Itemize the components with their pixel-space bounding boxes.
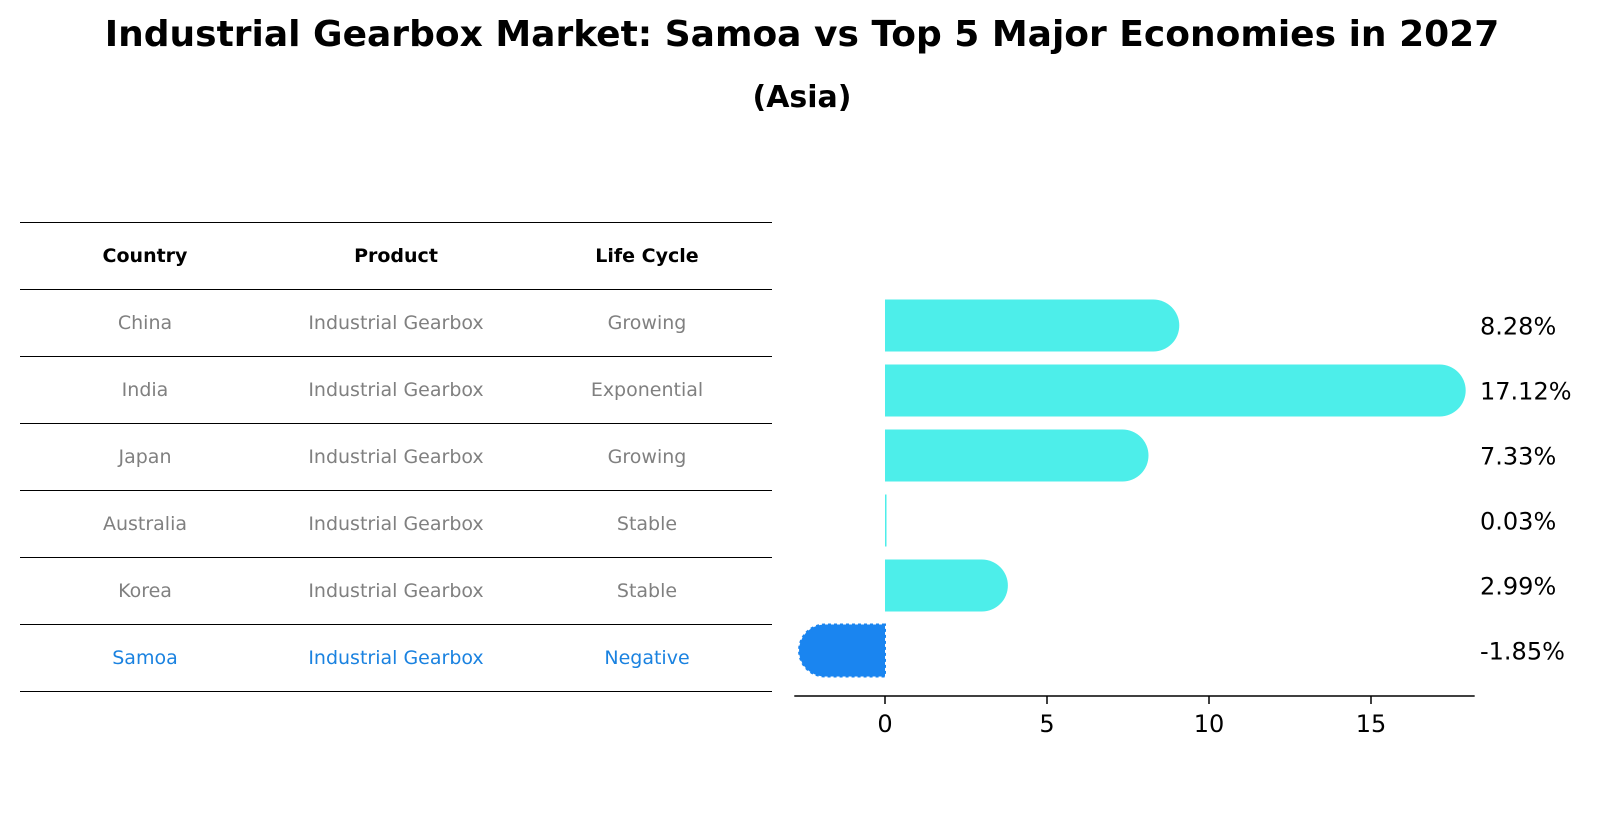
bar-samoa bbox=[798, 623, 886, 678]
cell-country: Samoa bbox=[20, 624, 270, 692]
cell-country: India bbox=[20, 356, 270, 424]
data-table: Country Product Life Cycle China Industr… bbox=[20, 222, 772, 692]
cell-country: China bbox=[20, 289, 270, 357]
cell-product: Industrial Gearbox bbox=[270, 289, 522, 357]
table-row: Australia Industrial Gearbox Stable bbox=[20, 490, 772, 558]
cell-life-cycle: Exponential bbox=[522, 356, 772, 424]
chart-subtitle: (Asia) bbox=[752, 80, 852, 115]
cell-life-cycle: Growing bbox=[522, 289, 772, 357]
chart-title: Industrial Gearbox Market: Samoa vs Top … bbox=[104, 14, 1500, 55]
table-row-highlight: Samoa Industrial Gearbox Negative bbox=[20, 624, 772, 692]
cell-product: Industrial Gearbox bbox=[270, 490, 522, 558]
value-label: 7.33% bbox=[1480, 443, 1556, 471]
x-tick-label: 0 bbox=[877, 710, 892, 738]
cell-product: Industrial Gearbox bbox=[270, 423, 522, 491]
cell-life-cycle: Stable bbox=[522, 490, 772, 558]
value-label: 17.12% bbox=[1480, 378, 1572, 406]
bar-india bbox=[885, 364, 1466, 417]
column-header-country: Country bbox=[20, 222, 270, 290]
x-tick-label: 15 bbox=[1356, 710, 1387, 738]
value-label: 8.28% bbox=[1480, 313, 1556, 341]
cell-life-cycle: Growing bbox=[522, 423, 772, 491]
cell-life-cycle: Stable bbox=[522, 557, 772, 625]
table-row: Korea Industrial Gearbox Stable bbox=[20, 557, 772, 625]
column-header-life-cycle: Life Cycle bbox=[522, 222, 772, 290]
bar-china bbox=[885, 299, 1180, 352]
value-label: 2.99% bbox=[1480, 573, 1556, 601]
value-label: -1.85% bbox=[1480, 638, 1565, 666]
table-row: India Industrial Gearbox Exponential bbox=[20, 356, 772, 424]
table-row: China Industrial Gearbox Growing bbox=[20, 289, 772, 357]
column-header-product: Product bbox=[270, 222, 522, 290]
value-label: 0.03% bbox=[1480, 508, 1556, 536]
cell-country: Korea bbox=[20, 557, 270, 625]
bar-japan bbox=[885, 429, 1149, 482]
bar-australia bbox=[885, 494, 887, 547]
cell-country: Australia bbox=[20, 490, 270, 558]
cell-country: Japan bbox=[20, 423, 270, 491]
cell-product: Industrial Gearbox bbox=[270, 624, 522, 692]
table-header-row: Country Product Life Cycle bbox=[20, 222, 772, 290]
cell-life-cycle: Negative bbox=[522, 624, 772, 692]
bar-korea bbox=[885, 559, 1008, 612]
table-row: Japan Industrial Gearbox Growing bbox=[20, 423, 772, 491]
cell-product: Industrial Gearbox bbox=[270, 356, 522, 424]
x-tick-label: 5 bbox=[1039, 710, 1054, 738]
x-tick-label: 10 bbox=[1194, 710, 1225, 738]
